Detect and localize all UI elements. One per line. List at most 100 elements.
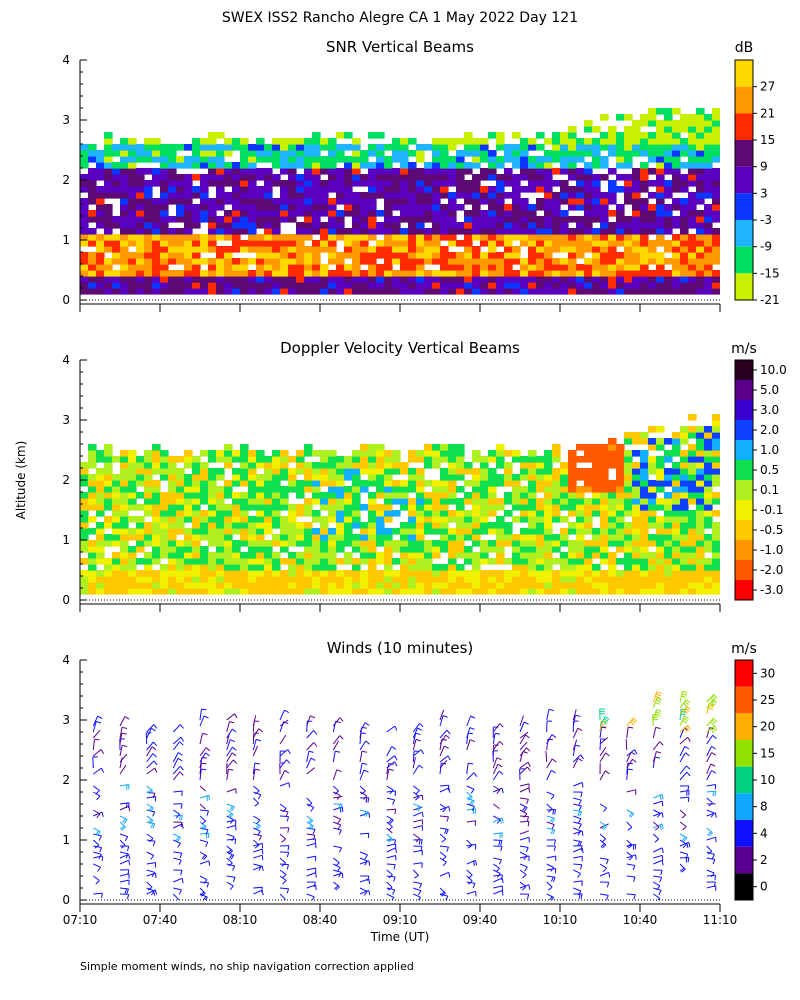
snr-cell (560, 240, 569, 247)
doppler-cell (224, 492, 233, 499)
wind-barb-feather (470, 739, 475, 743)
doppler-cell (608, 438, 617, 445)
doppler-cell (328, 546, 337, 553)
snr-cell (96, 150, 105, 157)
snr-cell (696, 246, 705, 253)
doppler-cell (224, 480, 233, 487)
doppler-cell (624, 588, 633, 595)
doppler-cell (128, 516, 137, 523)
snr-cell (480, 240, 489, 247)
snr-cell (128, 138, 137, 145)
snr-cell (712, 168, 720, 175)
snr-cell (152, 252, 161, 259)
snr-cell (352, 192, 361, 199)
wind-barb-feather (175, 836, 180, 841)
doppler-cell (304, 576, 313, 583)
doppler-cell (128, 534, 137, 541)
snr-cell (672, 252, 681, 259)
snr-cell (488, 204, 497, 211)
doppler-cell (112, 558, 121, 565)
wind-barb-feather (708, 705, 714, 708)
snr-cell (192, 252, 201, 259)
wind-barb-shaft (706, 699, 714, 709)
doppler-cell (296, 450, 305, 457)
doppler-cell (512, 498, 521, 505)
doppler-cell (624, 546, 633, 553)
snr-cell (712, 108, 720, 115)
snr-cell (664, 132, 673, 139)
doppler-cell (96, 456, 105, 463)
snr-cell (584, 192, 593, 199)
snr-cell (320, 288, 329, 295)
wind-barb-shaft (412, 733, 417, 745)
snr-cell (352, 198, 361, 205)
wind-barb-shaft (519, 747, 527, 757)
snr-cell (136, 264, 145, 271)
wind-barb-feather (394, 790, 397, 796)
doppler-cell (368, 516, 377, 523)
doppler-cell (592, 456, 601, 463)
snr-cell (592, 162, 601, 169)
snr-cell (520, 270, 529, 277)
doppler-cell (208, 552, 217, 559)
doppler-cell (336, 504, 345, 511)
snr-cell (648, 204, 657, 211)
doppler-cell (712, 558, 720, 565)
wind-barb-feather (498, 770, 504, 775)
doppler-cell (232, 492, 241, 499)
wind-barb-feather (473, 772, 478, 778)
doppler-cell (712, 534, 720, 541)
snr-cell (288, 168, 297, 175)
doppler-cell (368, 474, 377, 481)
doppler-cell (416, 570, 425, 577)
wind-barb-feather (439, 891, 445, 896)
doppler-cell (544, 564, 553, 571)
snr-cell (120, 138, 129, 145)
snr-cell (680, 150, 689, 157)
colorbar-label: 0.1 (760, 483, 779, 497)
doppler-cell (304, 522, 313, 529)
doppler-cell (704, 498, 713, 505)
snr-cell (160, 204, 169, 211)
doppler-cell (712, 450, 720, 457)
doppler-cell (280, 522, 289, 529)
wind-barb-shaft (386, 847, 396, 853)
snr-cell (360, 174, 369, 181)
doppler-cell (656, 588, 665, 595)
snr-cell (520, 228, 529, 235)
doppler-cell (408, 468, 417, 475)
wind-barb-shaft (679, 724, 688, 733)
wind-barb-feather (256, 825, 261, 830)
doppler-cell (688, 510, 697, 517)
wind-barb-shaft (572, 754, 582, 763)
doppler-cell (432, 450, 441, 457)
wind-barb-feather (496, 873, 501, 878)
snr-cell (248, 210, 257, 217)
snr-cell (96, 252, 105, 259)
doppler-cell (280, 576, 289, 583)
doppler-cell (288, 456, 297, 463)
wind-barb-feather (710, 872, 715, 878)
snr-cell (360, 162, 369, 169)
doppler-cell (200, 516, 209, 523)
wind-barb-shaft (466, 715, 472, 727)
doppler-cell (160, 546, 169, 553)
doppler-cell (624, 570, 633, 577)
wind-barb-shaft (466, 739, 471, 751)
wind-barb-feather (151, 872, 156, 877)
doppler-cell (544, 546, 553, 553)
wind-barb-feather (361, 790, 366, 795)
wind-barb-feather (232, 865, 236, 871)
snr-cell (112, 246, 121, 253)
snr-cell (504, 276, 513, 283)
doppler-cell (464, 468, 473, 475)
wind-barb-feather (338, 847, 342, 853)
doppler-cell (144, 582, 153, 589)
doppler-cell (328, 504, 337, 511)
snr-cell (184, 192, 193, 199)
snr-cell (368, 282, 377, 289)
doppler-cell (528, 522, 537, 529)
snr-cell (232, 228, 241, 235)
snr-cell (656, 258, 665, 265)
doppler-cell (96, 540, 105, 547)
